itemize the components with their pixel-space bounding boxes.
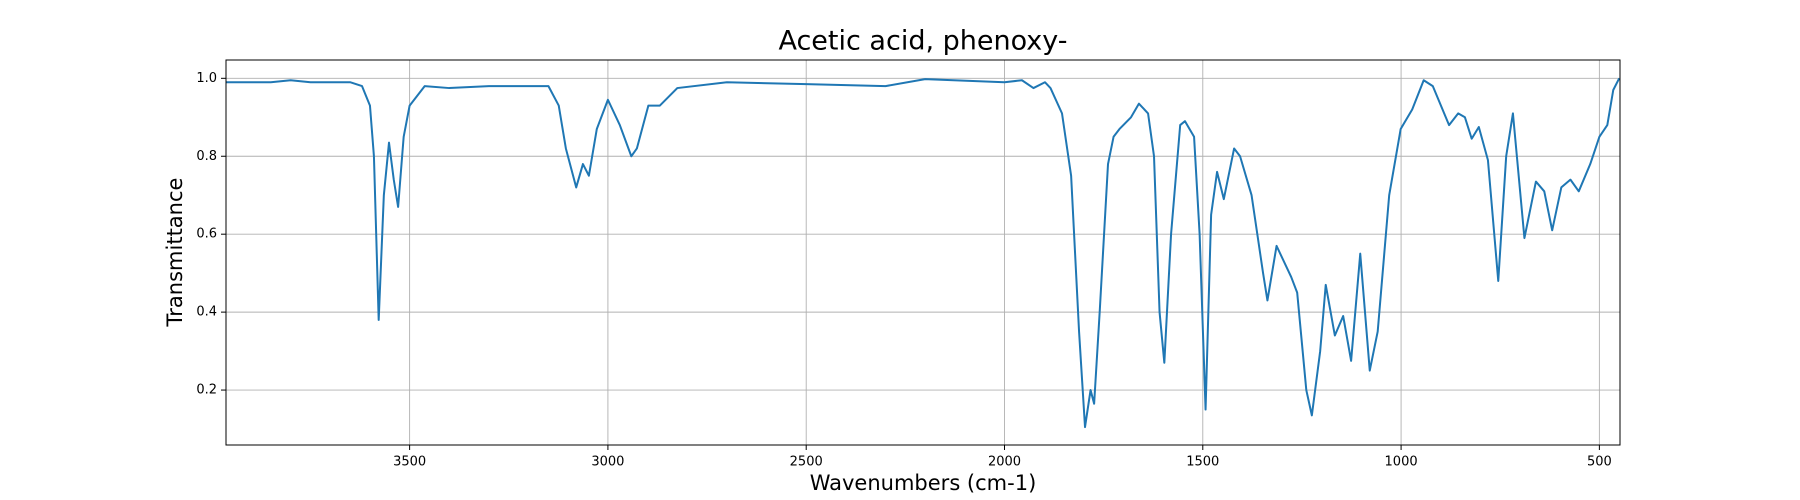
x-tick-label: 500 (1587, 455, 1612, 470)
y-tick-label: 0.4 (196, 305, 217, 320)
y-tick-label: 1.0 (196, 71, 217, 86)
x-tick-label: 1500 (1186, 455, 1219, 470)
x-tick-label: 2000 (988, 455, 1021, 470)
x-tick-label: 2500 (790, 455, 823, 470)
y-tick-label: 0.8 (196, 149, 217, 164)
x-axis-label: Wavenumbers (cm-1) (810, 471, 1037, 495)
y-axis-label: Transmittance (163, 178, 187, 328)
x-tick-label: 3500 (393, 455, 426, 470)
y-tick-label: 0.2 (196, 383, 217, 398)
x-tick-label: 3000 (591, 455, 624, 470)
plot-frame (225, 59, 1621, 446)
chart-title: Acetic acid, phenoxy- (778, 26, 1067, 57)
x-tick-label: 1000 (1385, 455, 1418, 470)
spectrum-line (226, 77, 1621, 429)
y-tick-label: 0.6 (196, 227, 217, 242)
